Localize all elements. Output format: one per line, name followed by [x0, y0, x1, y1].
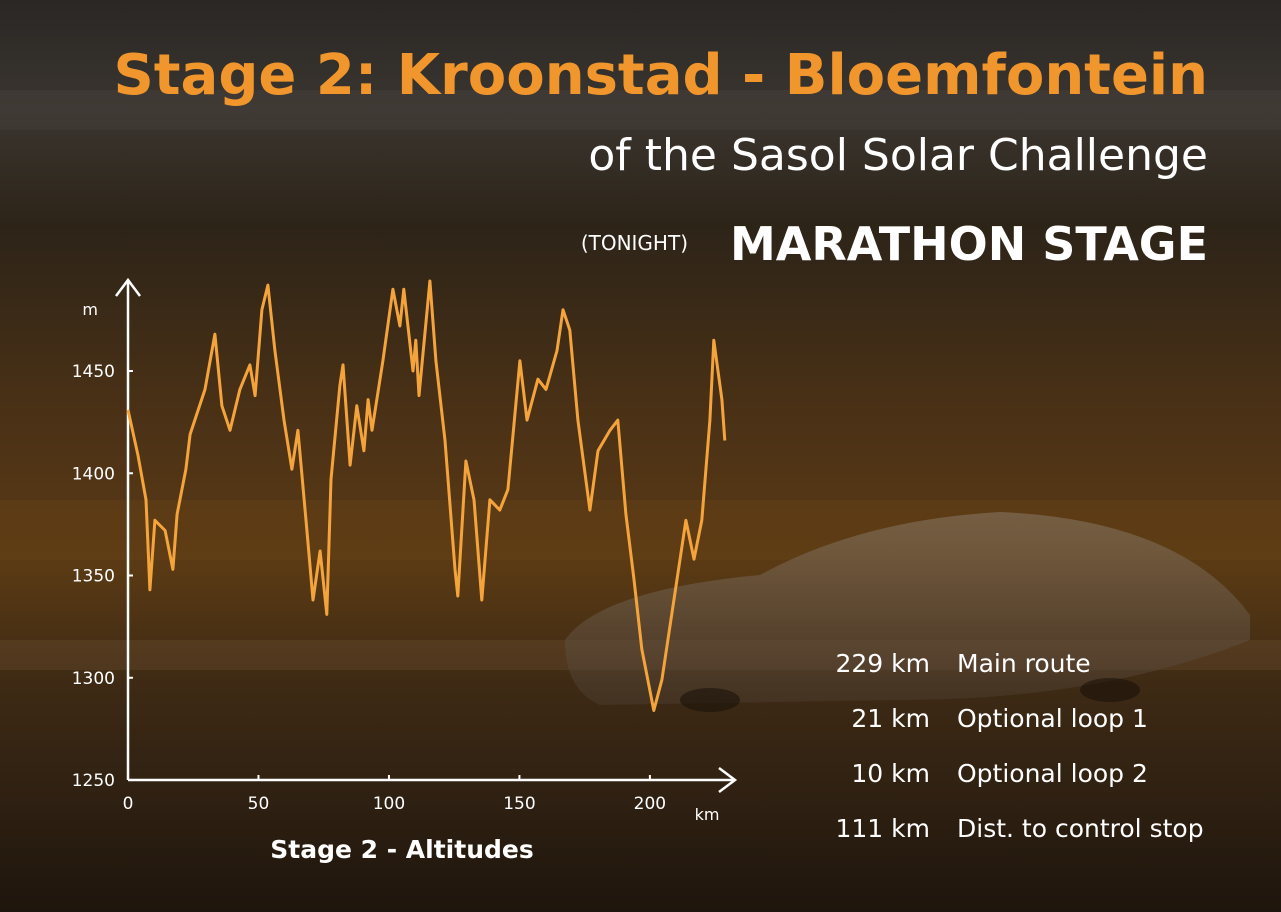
car-wheel [1080, 678, 1140, 702]
y-tick-label: 1450 [72, 362, 115, 382]
y-axis-label: m [82, 300, 98, 319]
car-wheel [680, 688, 740, 712]
y-tick-label: 1250 [72, 771, 115, 791]
y-tick-label: 1300 [72, 669, 115, 689]
stat-label: Optional loop 1 [957, 704, 1148, 733]
background-band [0, 90, 1281, 130]
stat-distance: 21 km [851, 704, 930, 733]
x-tick-label: 200 [634, 794, 666, 814]
title: Stage 2: Kroonstad - Bloemfontein [113, 43, 1208, 108]
y-tick-label: 1400 [72, 464, 115, 484]
altitude-line [126, 279, 727, 712]
prefix: (TONIGHT) [581, 231, 688, 255]
stat-distance: 10 km [851, 759, 930, 788]
stat-label: Optional loop 2 [957, 759, 1148, 788]
solar-car [565, 512, 1250, 705]
x-tick-label: 100 [373, 794, 405, 814]
x-axis-arrow [718, 767, 738, 793]
x-tick-label: 50 [248, 794, 270, 814]
x-tick-label: 150 [503, 794, 535, 814]
stat-label: Dist. to control stop [957, 814, 1204, 843]
highlight: MARATHON STAGE [730, 217, 1208, 271]
subtitle: of the Sasol Solar Challenge [588, 130, 1208, 181]
y-tick-label: 1350 [72, 567, 115, 587]
x-tick-label: 0 [123, 794, 134, 814]
x-axis-label: km [695, 805, 720, 824]
stat-distance: 229 km [836, 649, 931, 678]
y-axis-arrow [115, 277, 141, 297]
stat-distance: 111 km [836, 814, 931, 843]
chart-title: Stage 2 - Altitudes [270, 835, 533, 864]
stat-label: Main route [957, 649, 1091, 678]
